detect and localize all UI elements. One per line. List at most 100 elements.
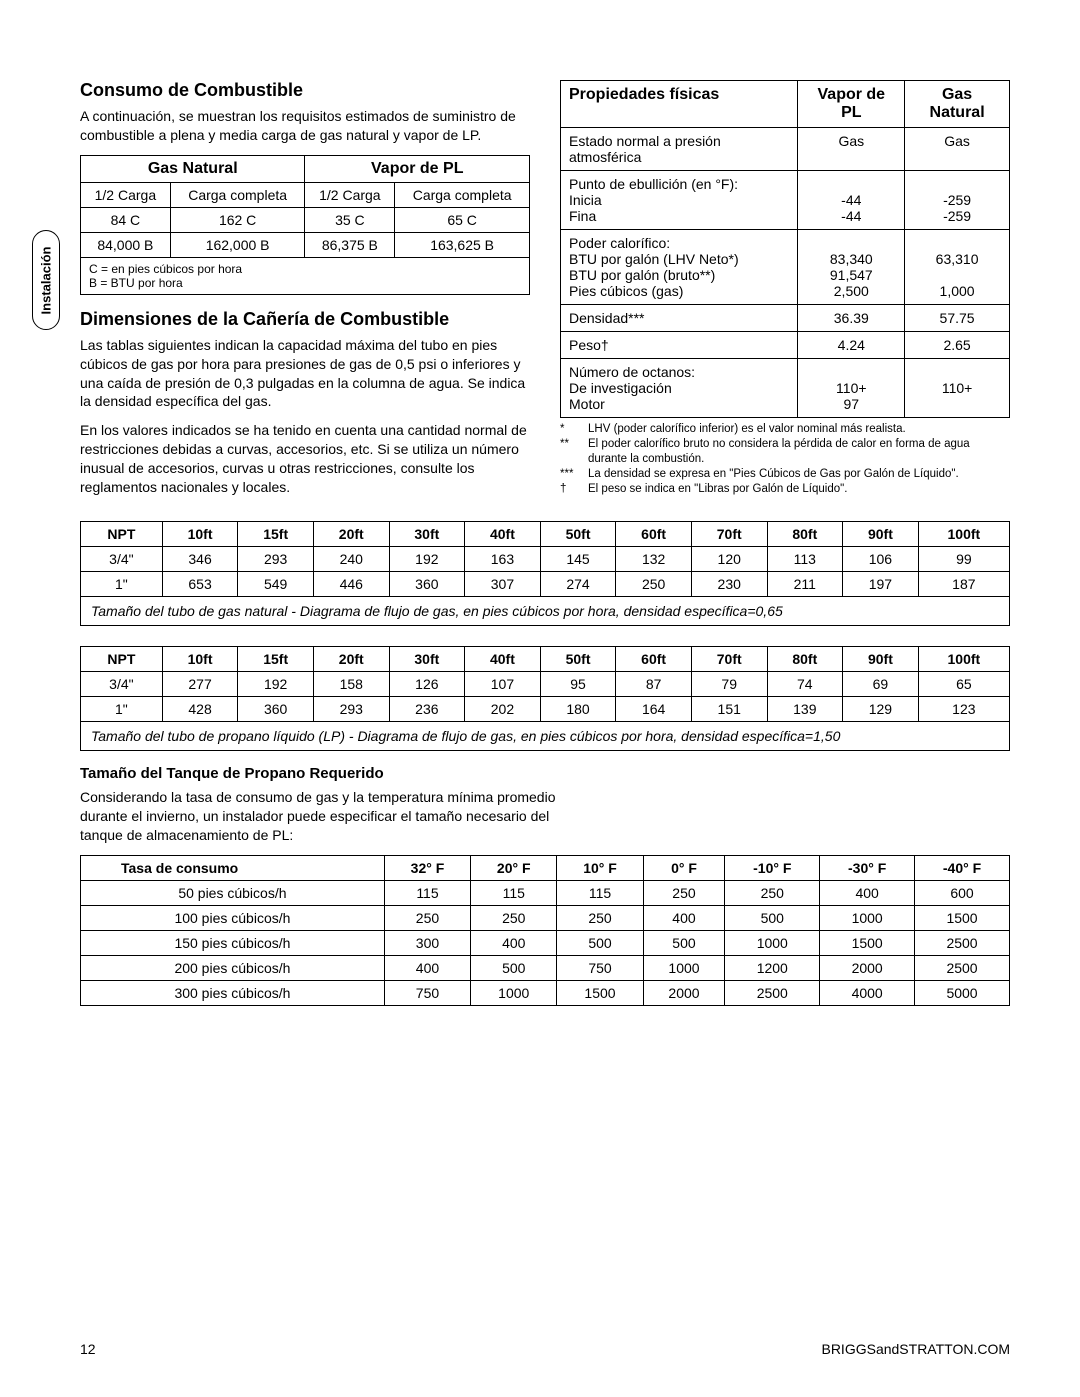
cell: 79: [691, 671, 767, 696]
cell: 192: [238, 671, 314, 696]
cell: 274: [540, 571, 616, 596]
tank-cell: 115: [471, 880, 557, 905]
tank-cell: 1200: [725, 955, 820, 980]
cell: 15ft: [238, 521, 314, 546]
fuel-notes: C = en pies cúbicos por hora B = BTU por…: [81, 257, 530, 294]
tank-header: 32° F: [384, 855, 470, 880]
tank-cell: 1500: [557, 980, 643, 1005]
cell: 20ft: [313, 521, 389, 546]
tank-cell: 1000: [725, 930, 820, 955]
tank-cell: 400: [384, 955, 470, 980]
props-h2: Gas Natural: [905, 81, 1010, 128]
tank-cell: 250: [557, 905, 643, 930]
cell: 20ft: [313, 646, 389, 671]
tank-cell: 115: [384, 880, 470, 905]
fuel-group-pl: Vapor de PL: [305, 155, 530, 182]
cell: 74: [767, 671, 843, 696]
side-tab-label: Instalación: [39, 246, 54, 314]
tank-header: -40° F: [915, 855, 1010, 880]
fn2-mark: ***: [560, 467, 588, 482]
left-column: Consumo de Combustible A continuación, s…: [80, 80, 530, 507]
tank-cell: 5000: [915, 980, 1010, 1005]
props-r5-c2: 110+: [905, 359, 1010, 418]
cell: 113: [767, 546, 843, 571]
fuel-r1c3: 163,625 B: [395, 232, 530, 257]
tank-cell: 750: [384, 980, 470, 1005]
tank-size-table: Tasa de consumo32° F20° F10° F0° F-10° F…: [80, 855, 1010, 1006]
pipe2-caption: Tamaño del tubo de propano líquido (LP) …: [81, 721, 1010, 750]
page-footer: 12 BRIGGSandSTRATTON.COM: [80, 1341, 1010, 1357]
tank-cell: 400: [820, 880, 915, 905]
cell: 129: [843, 696, 919, 721]
tank-cell: 250: [384, 905, 470, 930]
tank-row-2: 150 pies cúbicos/h3004005005001000150025…: [81, 930, 1010, 955]
fuel-r0c0: 84 C: [81, 207, 171, 232]
fuel-consumption-table: Gas Natural Vapor de PL 1/2 Carga Carga …: [80, 155, 530, 295]
cell: 145: [540, 546, 616, 571]
fuel-sub-1: Carga completa: [170, 182, 305, 207]
tank-section-title: Tamaño del Tanque de Propano Requerido: [80, 765, 1010, 782]
cell: 3/4": [81, 671, 163, 696]
cell: 1": [81, 571, 163, 596]
page-number: 12: [80, 1341, 96, 1357]
tank-cell: 200 pies cúbicos/h: [81, 955, 385, 980]
pipe1-header-row: NPT10ft15ft20ft30ft40ft50ft60ft70ft80ft9…: [81, 521, 1010, 546]
fuel-r0c2: 35 C: [305, 207, 395, 232]
props-r0-label: Estado normal a presión atmosférica: [561, 128, 798, 171]
cell: 446: [313, 571, 389, 596]
cell: 69: [843, 671, 919, 696]
tank-header: -30° F: [820, 855, 915, 880]
cell: 70ft: [691, 646, 767, 671]
cell: 230: [691, 571, 767, 596]
props-r0-c1: Gas: [798, 128, 905, 171]
props-r3-c1: 36.39: [798, 305, 905, 332]
fn3-text: El peso se indica en "Libras por Galón d…: [588, 482, 847, 497]
right-column: Propiedades físicas Vapor de PL Gas Natu…: [560, 80, 1010, 507]
cell: 80ft: [767, 646, 843, 671]
section1-intro: A continuación, se muestran los requisit…: [80, 107, 530, 145]
props-r4-label: Peso†: [561, 332, 798, 359]
pipe1-row-0: 3/4"34629324019216314513212011310699: [81, 546, 1010, 571]
tank-cell: 1000: [643, 955, 725, 980]
tank-cell: 500: [557, 930, 643, 955]
tank-row-0: 50 pies cúbicos/h115115115250250400600: [81, 880, 1010, 905]
section1-title: Consumo de Combustible: [80, 80, 530, 101]
props-footnotes: *LHV (poder calorífico inferior) es el v…: [560, 422, 1010, 497]
tank-cell: 250: [471, 905, 557, 930]
tank-row-3: 200 pies cúbicos/h4005007501000120020002…: [81, 955, 1010, 980]
tank-header: 0° F: [643, 855, 725, 880]
tank-cell: 250: [725, 880, 820, 905]
tank-cell: 250: [643, 880, 725, 905]
tank-cell: 500: [725, 905, 820, 930]
cell: 180: [540, 696, 616, 721]
tank-cell: 1000: [471, 980, 557, 1005]
tank-header: 20° F: [471, 855, 557, 880]
fuel-sub-2: 1/2 Carga: [305, 182, 395, 207]
tank-cell: 2000: [820, 955, 915, 980]
cell: 15ft: [238, 646, 314, 671]
fuel-sub-3: Carga completa: [395, 182, 530, 207]
tank-cell: 750: [557, 955, 643, 980]
pipe-table-lp: NPT10ft15ft20ft30ft40ft50ft60ft70ft80ft9…: [80, 646, 1010, 751]
tank-cell: 2500: [915, 930, 1010, 955]
tank-cell: 2000: [643, 980, 725, 1005]
props-r2-c2: 63,310 1,000: [905, 230, 1010, 305]
tank-cell: 2500: [915, 955, 1010, 980]
cell: 250: [616, 571, 692, 596]
fuel-group-ng: Gas Natural: [81, 155, 305, 182]
props-h1: Vapor de PL: [798, 81, 905, 128]
cell: 99: [918, 546, 1009, 571]
tank-row-1: 100 pies cúbicos/h2502502504005001000150…: [81, 905, 1010, 930]
cell: 100ft: [918, 646, 1009, 671]
tank-cell: 300 pies cúbicos/h: [81, 980, 385, 1005]
cell: 360: [238, 696, 314, 721]
cell: 277: [162, 671, 238, 696]
tank-cell: 600: [915, 880, 1010, 905]
props-r2-label: Poder calorífico: BTU por galón (LHV Net…: [561, 230, 798, 305]
cell: 50ft: [540, 521, 616, 546]
tank-cell: 150 pies cúbicos/h: [81, 930, 385, 955]
cell: 192: [389, 546, 465, 571]
tank-cell: 1500: [915, 905, 1010, 930]
cell: 197: [843, 571, 919, 596]
tank-cell: 2500: [725, 980, 820, 1005]
